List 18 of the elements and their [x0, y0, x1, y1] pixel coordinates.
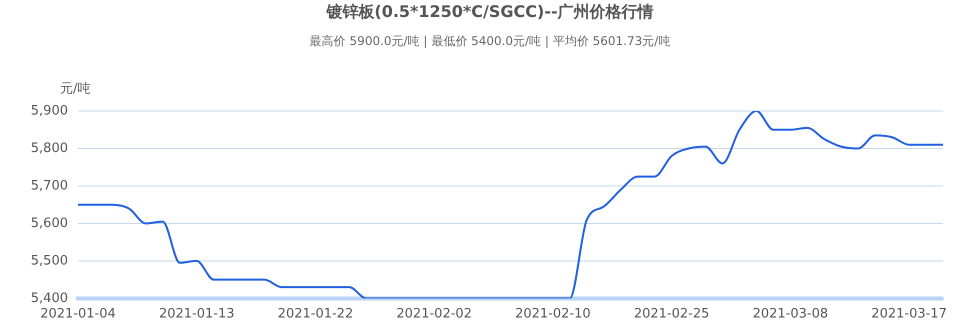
y-tick-label: 5,900 — [30, 103, 68, 118]
x-tick-label: 2021-02-02 — [396, 306, 472, 322]
x-tick-label: 2021-01-04 — [40, 306, 116, 322]
x-tick-label: 2021-03-08 — [752, 306, 828, 322]
y-axis-title: 元/吨 — [60, 81, 90, 96]
chart-subtitle: 最高价 5900.0元/吨 | 最低价 5400.0元/吨 | 平均价 5601.73元/吨 — [308, 33, 672, 50]
x-tick-label: 2021-01-22 — [278, 306, 354, 322]
chart-title: 镀锌板(0.5*1250*C/SGCC)--广州价格行情 — [325, 2, 655, 23]
x-tick-label: 2021-01-13 — [158, 306, 235, 322]
y-tick-label: 5,500 — [30, 253, 68, 268]
y-tick-label: 5,800 — [30, 140, 68, 156]
line-series — [77, 111, 944, 298]
y-tick-label: 5,400 — [30, 290, 68, 306]
x-tick-label: 2021-03-17 — [871, 306, 947, 322]
y-tick-label: 5,600 — [30, 216, 68, 231]
x-tick-label: 2021-02-10 — [515, 306, 591, 322]
y-tick-label: 5,700 — [30, 178, 68, 194]
x-tick-label: 2021-02-25 — [634, 306, 710, 322]
